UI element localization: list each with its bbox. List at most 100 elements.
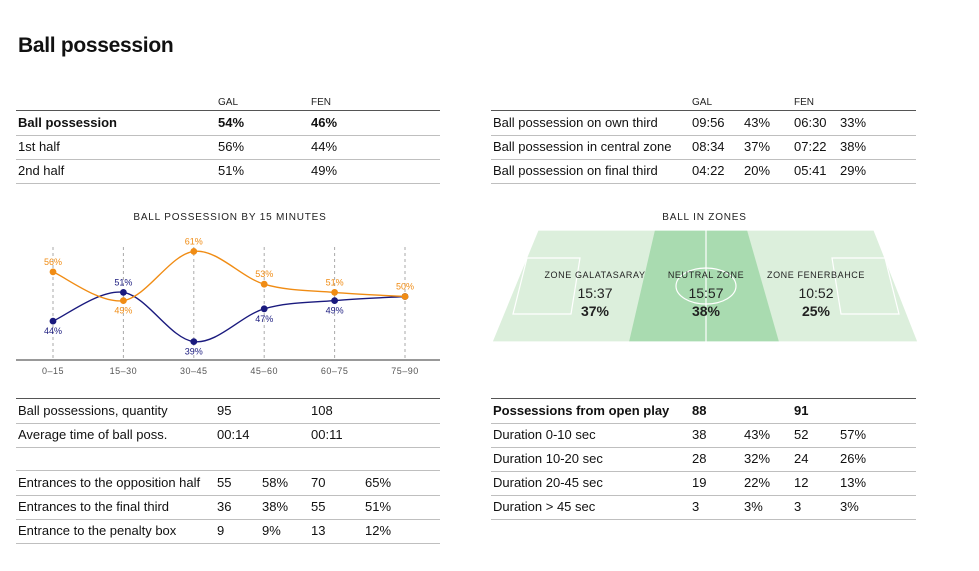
- data-label: 49%: [326, 306, 344, 316]
- data-point: [49, 317, 57, 325]
- fen-value: 91: [794, 403, 809, 418]
- data-label: 44%: [44, 326, 62, 336]
- gal-header: GAL: [692, 97, 713, 108]
- gal-time: 09:56: [692, 115, 725, 130]
- gal-value: 36: [217, 499, 232, 514]
- gal-value: 19: [692, 475, 707, 490]
- data-point: [260, 305, 268, 313]
- data-point: [49, 268, 57, 276]
- x-tick-label: 75–90: [391, 366, 419, 376]
- row-label: Ball possession in central zone: [493, 139, 672, 154]
- fen-value: 3: [794, 499, 802, 514]
- row-label: 2nd half: [18, 163, 65, 178]
- x-tick-label: 30–45: [180, 366, 208, 376]
- table-row: Ball possession on final third 04:22 20%…: [491, 159, 916, 184]
- table-row: Ball possession on own third 09:56 43% 0…: [491, 110, 916, 136]
- divider: [16, 470, 440, 471]
- x-tick-label: 0–15: [42, 366, 64, 376]
- table-row: Duration 20-45 sec 19 22% 12 13%: [491, 471, 916, 496]
- divider: [16, 398, 440, 399]
- gal-pct: 32%: [744, 451, 771, 466]
- table-row: Ball possession 54% 46%: [16, 110, 440, 136]
- gal-pct: 58%: [262, 475, 289, 490]
- row-label: Average time of ball poss.: [18, 427, 168, 442]
- data-point: [190, 248, 198, 255]
- data-label: 53%: [255, 269, 273, 279]
- data-point: [120, 289, 127, 296]
- fen-pct: 12%: [365, 523, 392, 538]
- row-label: Duration 10-20 sec: [493, 451, 603, 466]
- x-tick-label: 45–60: [250, 366, 278, 376]
- zone-label: ZONE FENERBAHCE: [766, 270, 865, 280]
- fen-value: 44%: [311, 139, 338, 154]
- table-row: Duration 0-10 sec 38 43% 52 57%: [491, 423, 916, 448]
- possession-chart: 0–15 15–30 30–45 45–60 60–75 75–90 44% 51% 39% 47…: [16, 236, 440, 376]
- fen-time: 05:41: [794, 163, 827, 178]
- gal-pct: 43%: [744, 115, 771, 130]
- zone-time: 15:37: [577, 285, 613, 301]
- data-label: 51%: [114, 277, 132, 287]
- table-row: Ball possessions, quantity 95 108: [16, 399, 440, 424]
- data-label: 51%: [326, 277, 344, 287]
- fen-value: 49%: [311, 163, 338, 178]
- gal-time: 04:22: [692, 163, 725, 178]
- table-row: Entrances to the final third 36 38% 55 5…: [16, 495, 440, 520]
- pitch-outline: [492, 230, 919, 343]
- table-row: Entrances to the opposition half 55 58% …: [16, 471, 440, 496]
- zone-time: 10:52: [798, 285, 834, 301]
- fen-pct: 29%: [840, 163, 867, 178]
- gal-pct: 22%: [744, 475, 771, 490]
- table-row: Average time of ball poss. 00:14 00:11: [16, 423, 440, 448]
- gal-value: 54%: [218, 115, 245, 130]
- table-row: Duration > 45 sec 3 3% 3 3%: [491, 495, 916, 520]
- chart-title: BALL POSSESSION BY 15 MINUTES: [133, 212, 327, 223]
- row-label: Possessions from open play: [493, 403, 670, 418]
- zone-pct: 25%: [801, 303, 831, 319]
- row-label: Duration > 45 sec: [493, 499, 596, 514]
- zone-pct: 38%: [691, 303, 721, 319]
- series-line: [52, 291, 406, 343]
- fen-pct: 13%: [840, 475, 867, 490]
- gal-value: 28: [692, 451, 707, 466]
- gal-value: 51%: [218, 163, 245, 178]
- center-circle: [675, 267, 737, 305]
- fen-time: 06:30: [794, 115, 827, 130]
- fen-pct: 26%: [840, 451, 867, 466]
- gal-pct: 3%: [744, 499, 763, 514]
- data-point: [331, 297, 338, 304]
- fen-value: 70: [311, 475, 326, 490]
- fen-value: 55: [311, 499, 326, 514]
- zone-time: 15:57: [688, 285, 724, 301]
- fen-value: 12: [794, 475, 809, 490]
- fen-pct: 38%: [840, 139, 867, 154]
- table-row: Possessions from open play 88 91: [491, 398, 916, 424]
- fen-time: 07:22: [794, 139, 827, 154]
- gal-pct: 20%: [744, 163, 771, 178]
- table-row: 2nd half 51% 49%: [16, 159, 440, 184]
- neutral-zone-band: [629, 230, 779, 342]
- fen-pct: 65%: [365, 475, 392, 490]
- data-point: [120, 297, 127, 304]
- gal-pct: 37%: [744, 139, 771, 154]
- fen-value: 24: [794, 451, 809, 466]
- row-label: Entrance to the penalty box: [18, 523, 177, 538]
- gal-value: 55: [217, 475, 232, 490]
- data-label: 56%: [44, 257, 62, 267]
- table-row: Duration 10-20 sec 28 32% 24 26%: [491, 447, 916, 472]
- data-label: 49%: [114, 306, 132, 316]
- data-label: 47%: [255, 314, 273, 324]
- data-point: [260, 280, 268, 288]
- row-label: Duration 0-10 sec: [493, 427, 596, 442]
- fen-pct: 51%: [365, 499, 392, 514]
- fen-header: FEN: [311, 97, 331, 108]
- row-label: Ball possession on own third: [493, 115, 658, 130]
- gal-value: 3: [692, 499, 700, 514]
- data-label: 50%: [396, 282, 414, 292]
- fen-value: 108: [311, 403, 333, 418]
- page-title: Ball possession: [18, 34, 174, 57]
- gal-time: 08:34: [692, 139, 725, 154]
- gal-value: 00:14: [217, 427, 250, 442]
- row-label: Entrances to the final third: [18, 499, 170, 514]
- fen-pct: 3%: [840, 499, 859, 514]
- table-row: 1st half 56% 44%: [16, 135, 440, 160]
